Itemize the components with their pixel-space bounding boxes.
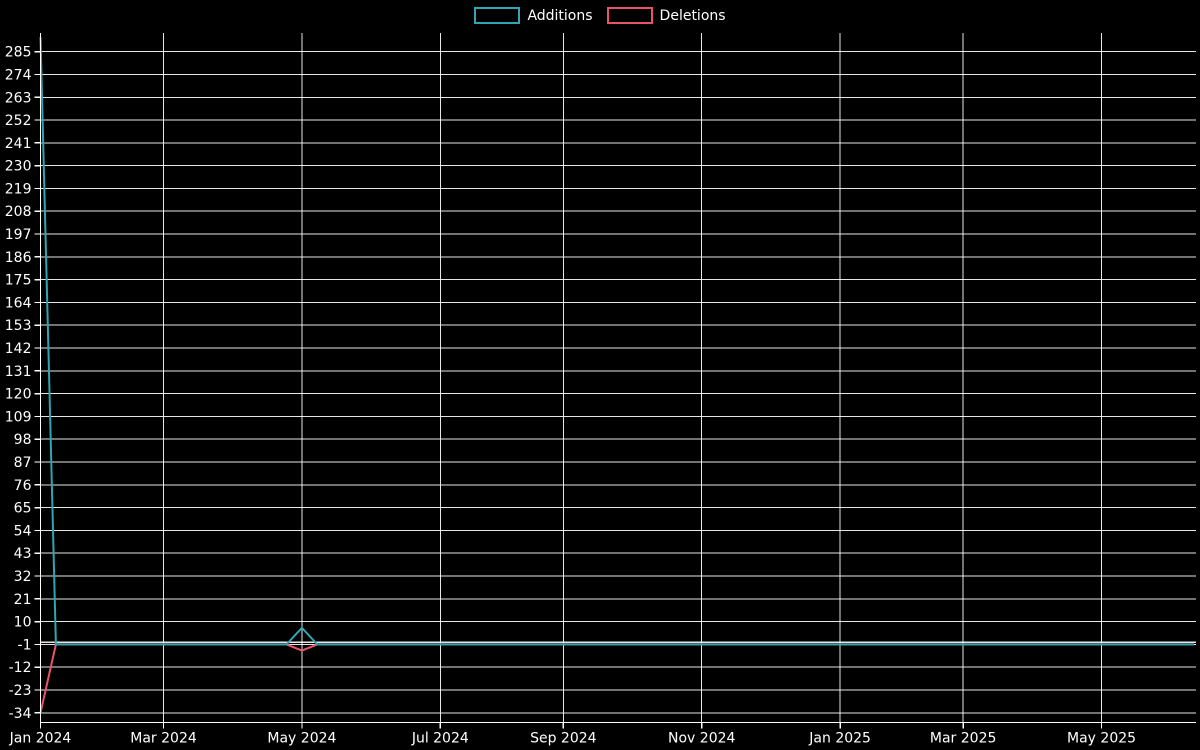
y-tick-label: 175 — [5, 273, 32, 289]
y-tick-label: 164 — [5, 295, 32, 311]
deletions-legend-swatch-icon — [606, 7, 653, 24]
y-tick-label: 153 — [5, 318, 32, 334]
y-tick-label: -34 — [9, 706, 32, 722]
y-tick-label: 263 — [5, 90, 32, 106]
gridlines — [40, 33, 1196, 723]
x-tick-label: Sep 2024 — [530, 731, 597, 747]
x-tick-label: Jan 2024 — [9, 731, 72, 747]
additions-legend-label: Additions — [527, 7, 593, 24]
y-tick-label: 252 — [5, 113, 32, 129]
deletions-line — [39, 643, 1194, 714]
y-tick-label: -1 — [18, 637, 32, 653]
y-tick-label: 219 — [5, 181, 32, 197]
chart-legend: Additions Deletions — [0, 7, 1200, 24]
x-tick-label: Jan 2025 — [808, 731, 871, 747]
y-tick-label: 131 — [5, 364, 32, 380]
y-tick-label: 274 — [5, 67, 32, 83]
y-tick-label: 87 — [14, 455, 32, 471]
deletions-legend-label: Deletions — [659, 7, 726, 24]
y-tick-label: 142 — [5, 341, 32, 357]
y-tick-label: 32 — [14, 569, 32, 585]
x-tick-label: Mar 2024 — [130, 731, 197, 747]
x-tick-label: Mar 2025 — [930, 731, 997, 747]
x-tick-label: Jul 2024 — [411, 731, 469, 747]
y-tick-label: 208 — [5, 204, 32, 220]
y-tick-label: 43 — [14, 546, 32, 562]
y-tick-label: 186 — [5, 250, 32, 266]
legend-item-deletions[interactable]: Deletions — [606, 7, 726, 24]
legend-item-additions[interactable]: Additions — [474, 7, 593, 24]
x-tick-label: May 2025 — [1067, 731, 1136, 747]
y-tick-label: 241 — [5, 136, 32, 152]
y-tick-label: -23 — [9, 683, 32, 699]
axes — [34, 33, 1196, 729]
y-tick-label: 21 — [14, 592, 32, 608]
additions-line — [39, 37, 1194, 646]
axis-labels: -34 -23 -12 -1 10 21 32 43 54 65 76 87 98 109 120 131 14… — [5, 45, 1136, 747]
y-tick-label: 76 — [14, 478, 32, 494]
y-tick-label: 120 — [5, 387, 32, 403]
y-tick-label: 109 — [5, 409, 32, 425]
y-tick-label: 98 — [14, 432, 32, 448]
y-tick-label: 10 — [14, 615, 32, 631]
y-tick-label: -12 — [9, 660, 32, 676]
x-tick-label: May 2024 — [267, 731, 336, 747]
y-tick-label: 197 — [5, 227, 32, 243]
additions-legend-swatch-icon — [474, 7, 521, 24]
y-tick-label: 230 — [5, 159, 32, 175]
y-tick-label: 285 — [5, 45, 32, 61]
x-tick-label: Nov 2024 — [668, 731, 735, 747]
y-tick-label: 54 — [14, 523, 32, 539]
y-tick-label: 65 — [14, 501, 32, 517]
